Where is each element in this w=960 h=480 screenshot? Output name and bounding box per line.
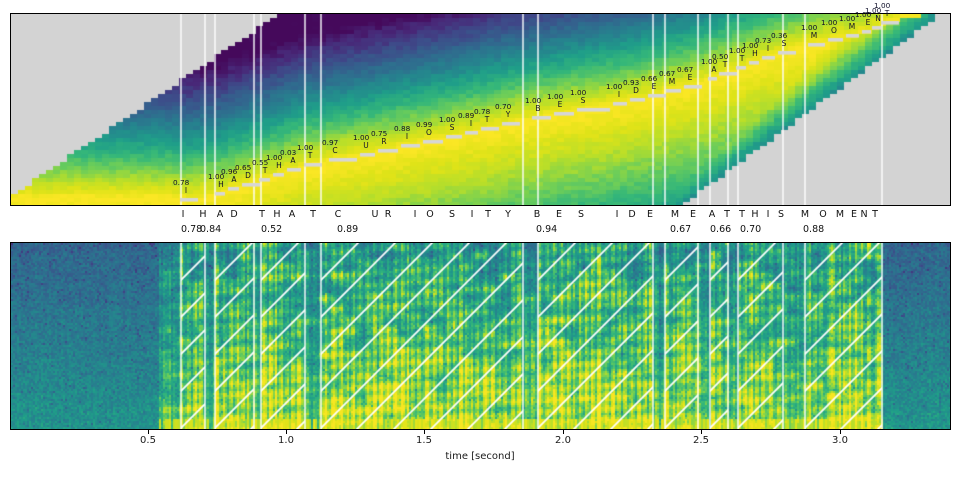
transcript-char: T <box>724 209 730 220</box>
transcript-char: I <box>615 209 619 220</box>
transcript-char: H <box>751 209 759 220</box>
transcript-char: R <box>384 209 392 220</box>
transcript-char: E <box>555 209 563 220</box>
word-score: 0.94 <box>536 224 558 235</box>
transcript-char: N <box>860 209 868 220</box>
x-tick-label: 0.5 <box>140 435 156 446</box>
transcript-char: C <box>334 209 342 220</box>
transcript-char: A <box>708 209 716 220</box>
transcript-char: U <box>371 209 379 220</box>
transcript-char: O <box>819 209 827 220</box>
transcript-char: T <box>872 209 878 220</box>
transcript-char: Y <box>505 209 511 220</box>
transcript-char: D <box>628 209 636 220</box>
transcript-char: T <box>485 209 491 220</box>
word-score: 0.84 <box>200 224 222 235</box>
transcript-char: A <box>288 209 296 220</box>
trellis-heatmap <box>11 14 950 205</box>
transcript-char: M <box>800 209 810 220</box>
x-tick-label: 1.5 <box>416 435 432 446</box>
x-tick-label: 3.0 <box>832 435 848 446</box>
word-score: 0.52 <box>261 224 283 235</box>
x-tick-mark <box>148 430 149 434</box>
word-score: 0.66 <box>710 224 732 235</box>
transcript-char: I <box>766 209 770 220</box>
x-tick-label: 2.5 <box>693 435 709 446</box>
x-tick-mark <box>286 430 287 434</box>
x-tick-mark <box>701 430 702 434</box>
transcript-char: T <box>739 209 745 220</box>
word-score: 0.67 <box>670 224 692 235</box>
transcript-char: E <box>646 209 654 220</box>
transcript-char: S <box>577 209 585 220</box>
transcript-char: A <box>216 209 224 220</box>
x-tick-label: 2.0 <box>555 435 571 446</box>
transcript-char: H <box>273 209 281 220</box>
transcript-char: I <box>413 209 417 220</box>
transcript-char: M <box>670 209 680 220</box>
transcript-char: E <box>689 209 697 220</box>
trellis-panel: I 0.78 H 1.00 A 0.96 D 0.65 T 0.55 H 1.00 A 0.03 T 1.00… <box>10 2 951 206</box>
transcript-char: D <box>230 209 238 220</box>
word-score: 0.89 <box>337 224 359 235</box>
x-tick-mark <box>840 430 841 434</box>
word-score: 0.88 <box>803 224 825 235</box>
char-score: 1.00 <box>874 1 891 10</box>
x-tick-label: 1.0 <box>278 435 294 446</box>
transcript-char: I <box>181 209 185 220</box>
x-axis-label: time [second] <box>445 451 515 462</box>
spectrogram-panel <box>10 242 951 430</box>
transcript-char: M <box>835 209 845 220</box>
transcript-char: E <box>850 209 858 220</box>
x-tick-mark <box>424 430 425 434</box>
x-tick-mark <box>563 430 564 434</box>
transcript-char: I <box>470 209 474 220</box>
transcript-char: O <box>426 209 434 220</box>
word-score: 0.70 <box>740 224 762 235</box>
transcript-char: S <box>448 209 456 220</box>
transcript-char: H <box>199 209 207 220</box>
transcript-char: T <box>310 209 316 220</box>
word-score: 0.78 <box>181 224 203 235</box>
transcript-char: S <box>777 209 785 220</box>
transcript-char: T <box>259 209 265 220</box>
spectrogram <box>11 243 950 429</box>
transcript-char: B <box>533 209 541 220</box>
